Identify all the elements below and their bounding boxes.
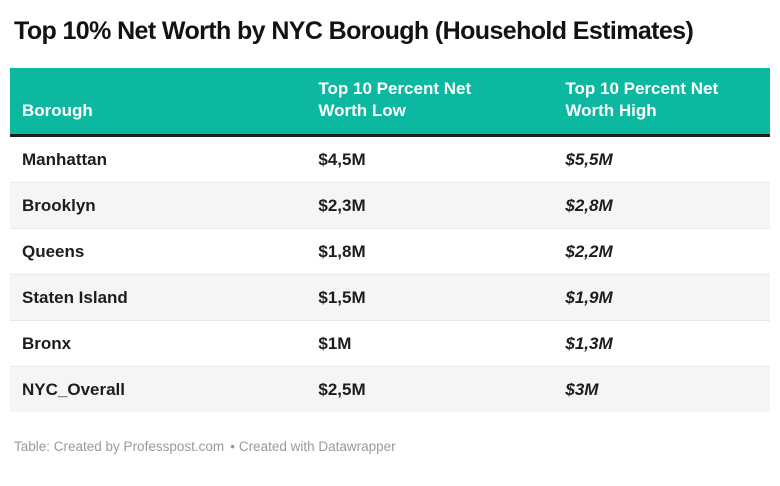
cell-low: $1,8M <box>306 228 554 275</box>
networth-table: Borough Top 10 Percent Net Worth Low Top… <box>10 68 770 412</box>
cell-low: $1,5M <box>306 274 554 321</box>
cell-low: $1M <box>306 320 554 367</box>
table-row: Manhattan $4,5M $5,5M <box>10 136 770 183</box>
cell-borough: Brooklyn <box>10 182 307 229</box>
table-row: Queens $1,8M $2,2M <box>10 228 770 275</box>
table-footer: Table: Created by Professpost.com • Create… <box>14 438 766 455</box>
cell-high: $2,2M <box>553 228 770 275</box>
column-header-low: Top 10 Percent Net Worth Low <box>306 68 554 137</box>
table-row: Staten Island $1,5M $1,9M <box>10 274 770 321</box>
cell-low: $4,5M <box>318 150 366 169</box>
table-body: Manhattan $4,5M $5,5M Brooklyn $2,3M $2,… <box>10 136 770 412</box>
column-header-low-label: Top 10 Percent Net Worth Low <box>318 79 472 120</box>
cell-borough: Bronx <box>10 320 307 367</box>
cell-high: $3M <box>553 366 770 412</box>
cell-borough: Manhattan <box>22 150 107 169</box>
page-title: Top 10% Net Worth by NYC Borough (Househ… <box>14 17 694 45</box>
column-header-borough: Borough <box>10 68 307 137</box>
footer-separator: • <box>230 439 235 454</box>
cell-borough: Staten Island <box>10 274 307 321</box>
column-header-high-label: Top 10 Percent Net Worth High <box>565 79 719 120</box>
table-container: Borough Top 10 Percent Net Worth Low Top… <box>10 68 770 412</box>
page: Top 10% Net Worth by NYC Borough (Househ… <box>0 16 780 486</box>
table-row: Brooklyn $2,3M $2,8M <box>10 182 770 229</box>
cell-high: $1,9M <box>553 274 770 321</box>
cell-borough: Queens <box>10 228 307 275</box>
column-header-borough-label: Borough <box>22 101 93 120</box>
cell-high: $2,8M <box>553 182 770 229</box>
cell-low: $2,3M <box>306 182 554 229</box>
column-header-high: Top 10 Percent Net Worth High <box>553 68 770 137</box>
footer-attribution: Table: Created by Professpost.com <box>14 439 225 454</box>
cell-high: $5,5M <box>565 150 613 169</box>
table-row: NYC_Overall $2,5M $3M <box>10 366 770 412</box>
cell-borough: NYC_Overall <box>10 366 307 412</box>
table-row: Bronx $1M $1,3M <box>10 320 770 367</box>
table-header: Borough Top 10 Percent Net Worth Low Top… <box>10 68 770 137</box>
cell-low: $2,5M <box>306 366 554 412</box>
header-row: Borough Top 10 Percent Net Worth Low Top… <box>10 68 770 137</box>
footer-credit: Created with Datawrapper <box>238 439 396 454</box>
cell-high: $1,3M <box>553 320 770 367</box>
